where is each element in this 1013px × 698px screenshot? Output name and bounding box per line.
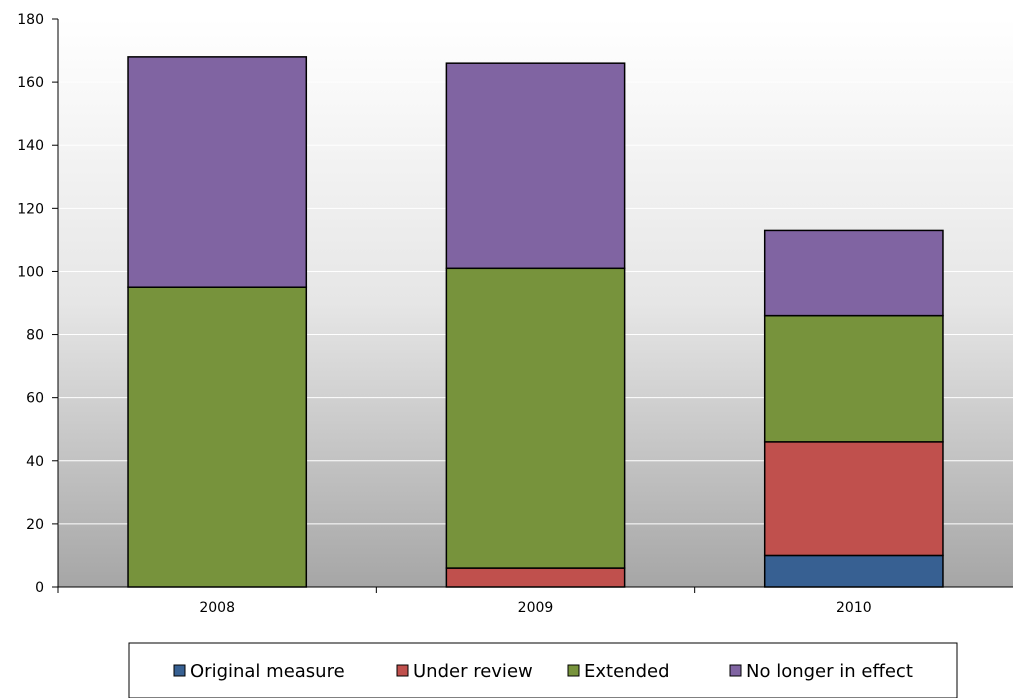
legend-label: Extended — [584, 661, 670, 682]
x-tick-labels: 2008 2009 2010 — [199, 600, 871, 616]
bars — [127, 56, 944, 588]
legend-box — [128, 642, 958, 698]
y-tick-labels: 0 20 40 60 80 100 120 140 160 180 — [17, 12, 44, 596]
legend-swatch — [729, 664, 742, 677]
legend: Original measure Under review Extended No l… — [128, 642, 958, 698]
x-tick-label: 2008 — [199, 600, 235, 616]
x-tick-label: 2009 — [518, 600, 554, 616]
legend-swatch — [173, 664, 186, 677]
bar-segment-no-longer-in-effect — [763, 229, 944, 317]
legend-swatch — [396, 664, 409, 677]
y-tick-label: 0 — [35, 580, 44, 596]
x-tick-label: 2010 — [836, 600, 872, 616]
y-tick-label: 180 — [17, 12, 44, 28]
legend-label: Original measure — [190, 661, 345, 682]
y-tick-label: 160 — [17, 75, 44, 91]
bar-segment-extended — [127, 286, 308, 588]
y-tick-label: 120 — [17, 201, 44, 217]
bar-segment-extended — [445, 267, 626, 569]
y-tick-label: 60 — [26, 391, 44, 407]
y-tick-label: 80 — [26, 328, 44, 344]
bar-segment-no-longer-in-effect — [445, 62, 626, 270]
y-tick-label: 40 — [26, 454, 44, 470]
legend-label: No longer in effect — [746, 661, 913, 682]
bar-segment-extended — [763, 314, 944, 443]
bar-segment-under-review — [445, 567, 626, 588]
y-tick-label: 100 — [17, 264, 44, 280]
legend-label: Under review — [413, 661, 533, 682]
bar-segment-no-longer-in-effect — [127, 56, 308, 288]
y-tick-label: 140 — [17, 138, 44, 154]
bar-segment-original-measure — [763, 554, 944, 588]
y-tick-label: 20 — [26, 517, 44, 533]
bar-segment-under-review — [763, 441, 944, 557]
legend-swatch — [567, 664, 580, 677]
axes — [52, 18, 1013, 593]
